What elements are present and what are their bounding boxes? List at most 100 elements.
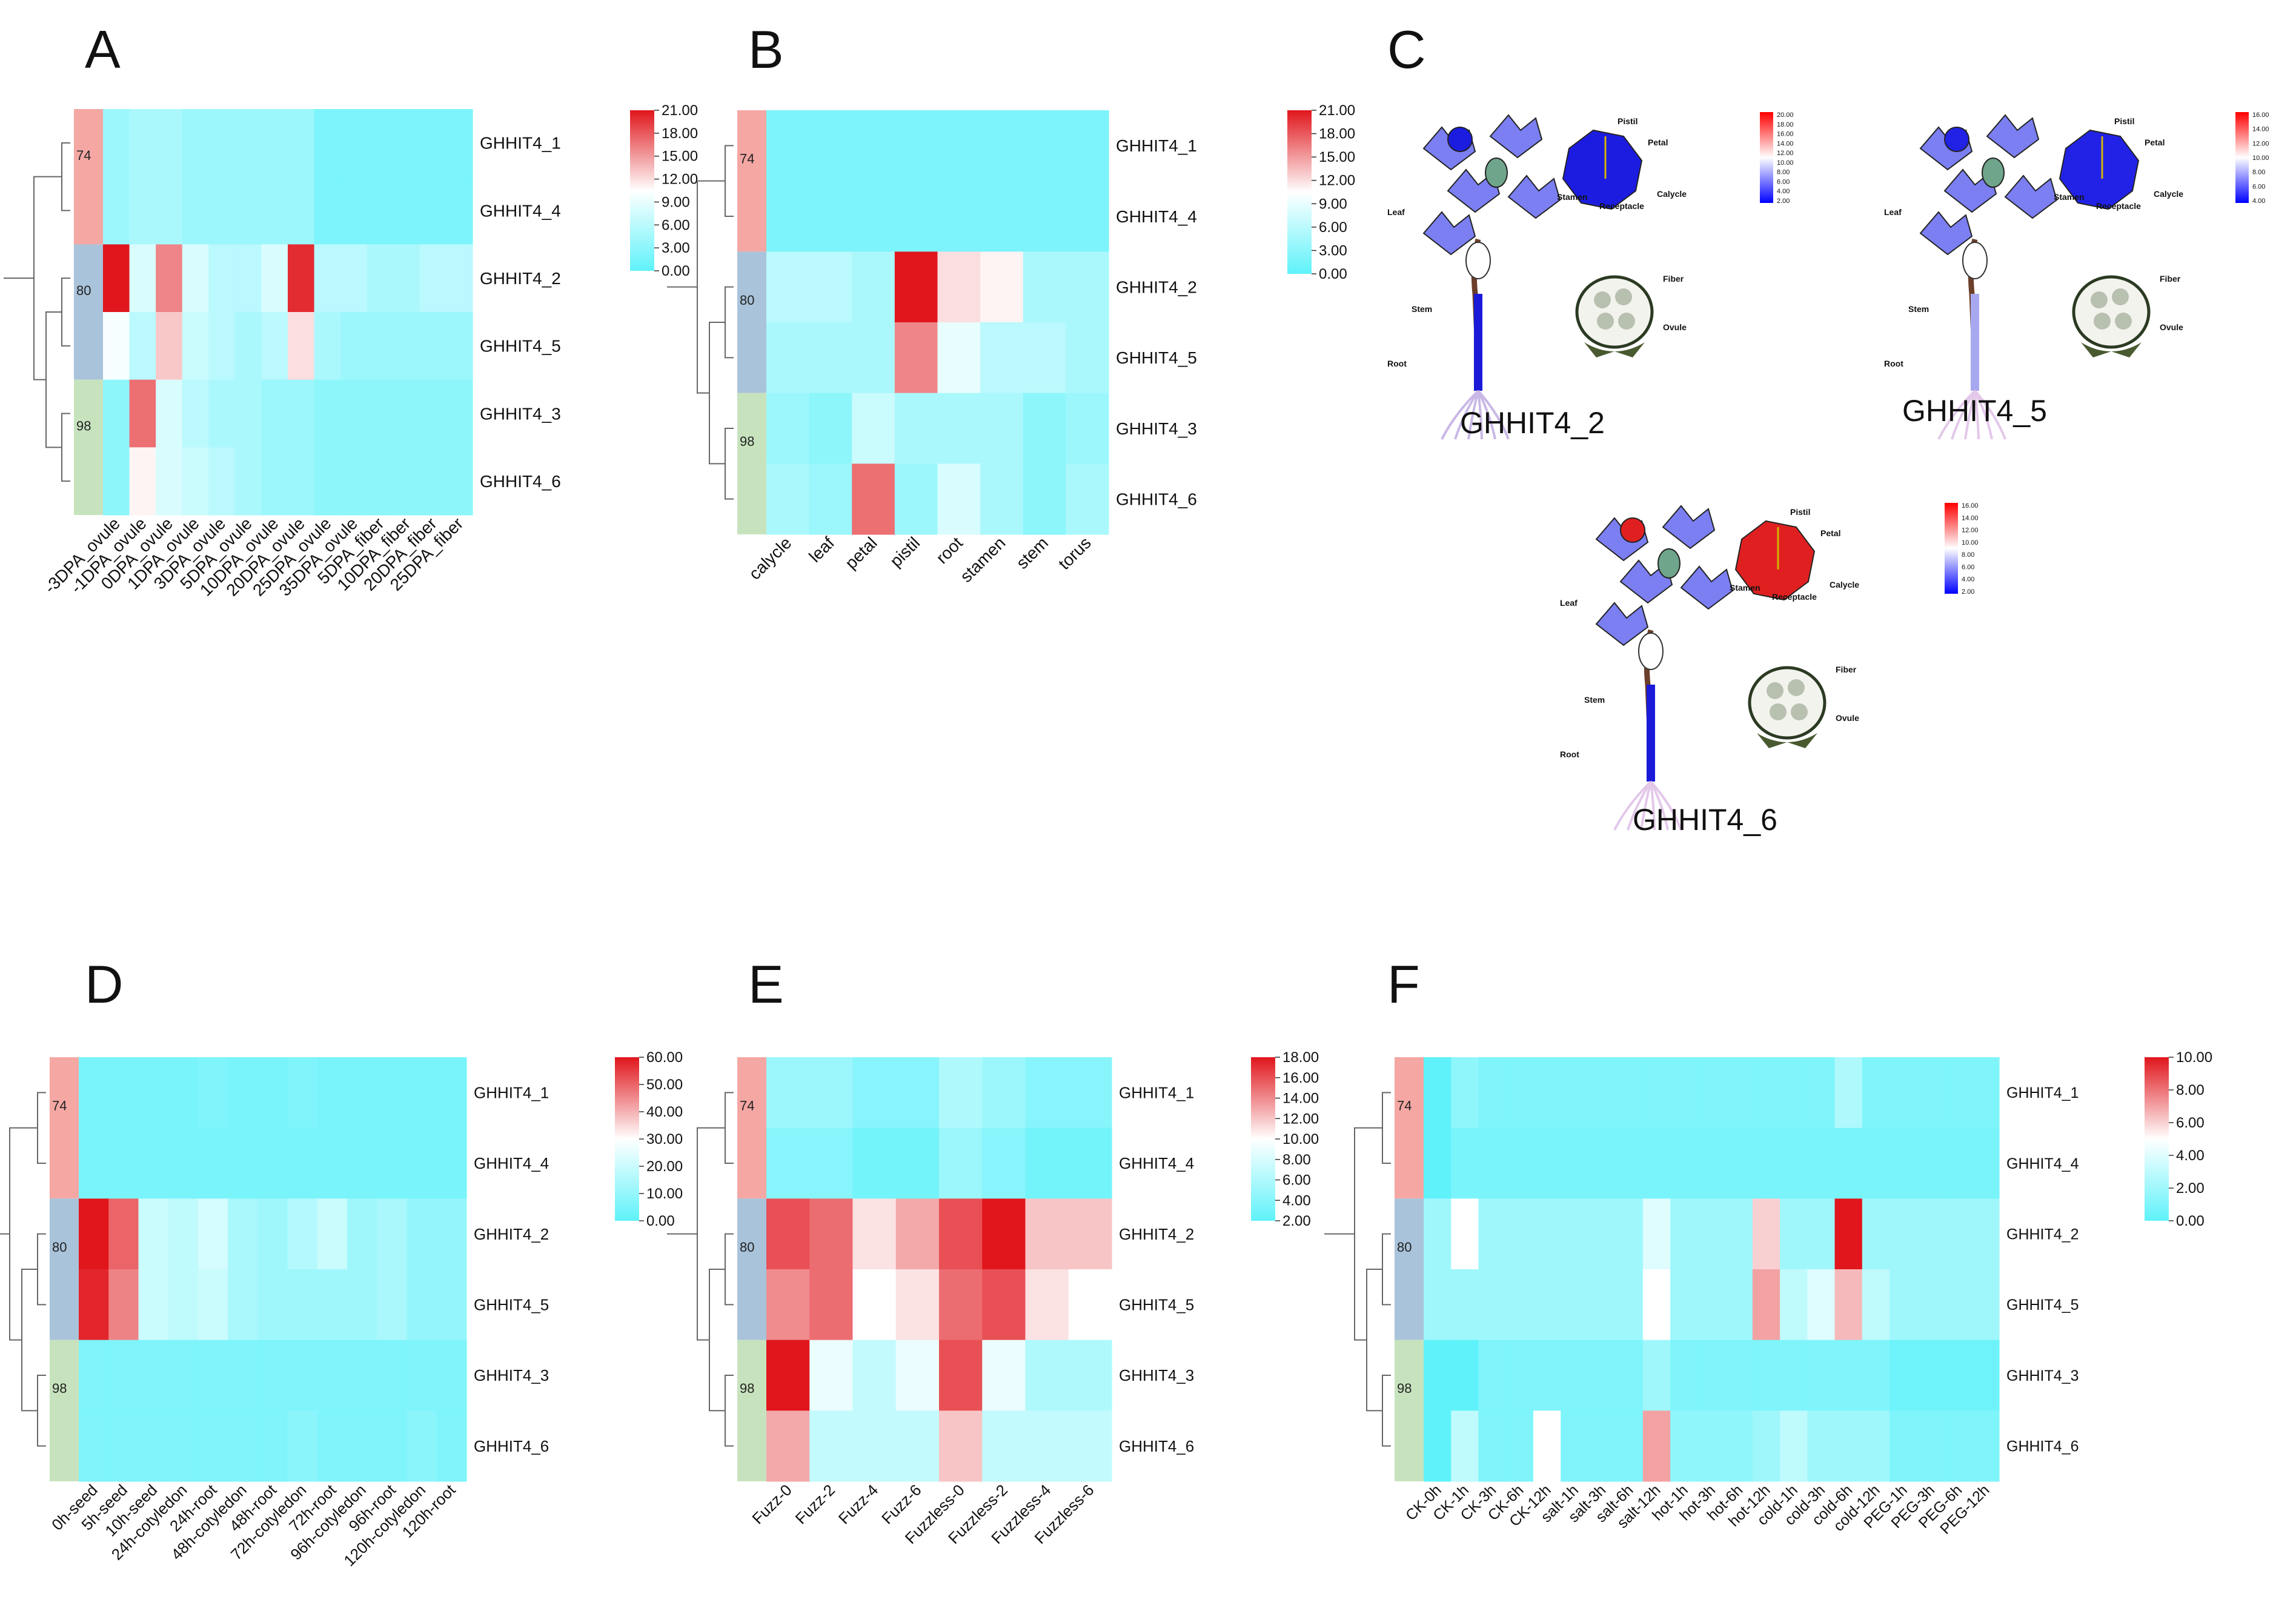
bootstrap-label: 74 [740,151,754,167]
heatmap-cell [314,244,341,313]
legend-tick-label: 6.00 [1319,219,1347,236]
heatmap-cell [1917,1269,1945,1341]
heatmap-cell [809,181,852,252]
organ-label-stem: Stem [1412,304,1432,314]
row-label: GHHIT4_1 [474,1083,549,1101]
dendrogram-branch [61,142,70,211]
heatmap-cell [103,244,130,313]
cotton-boll-white [1465,242,1491,279]
heatmap-cell [367,312,394,380]
legend-tick-label: 0.00 [1319,266,1347,282]
heatmap-cell [156,109,183,178]
heatmap-cell [1725,1269,1753,1341]
heatmap-cell [1697,1198,1726,1270]
mini-legend-tick: 16.00 [2252,111,2269,119]
cluster-bar-1 [74,109,103,245]
heatmap-cell [1890,1340,1917,1411]
column-label: petal [841,533,881,573]
dendrogram-branch [37,1375,46,1447]
heatmap-cell [79,1057,109,1129]
heatmap-cell [1478,1410,1507,1482]
heatmap-cell [287,1127,318,1199]
heatmap-cell [314,379,341,448]
heatmap-cell [138,1340,169,1411]
dendrogram-branch [709,1269,725,1412]
column-label: calycle [745,533,795,583]
heatmap-cell [419,244,447,313]
organ-label-root: Root [1560,749,1579,759]
bootstrap-label: 80 [76,283,91,298]
ovule-seed [1594,291,1611,308]
heatmap-cell [766,1198,810,1270]
bootstrap-label: 98 [740,434,754,449]
heatmap-cell [1944,1410,1973,1482]
heatmap-cell [208,447,236,516]
heatmap-cell [939,1269,983,1341]
plant-figure-3: Leaf Stem Root Pistil Petal Stamen Calycle Rece… [1560,505,1859,831]
heatmap-cell [1615,1198,1644,1270]
heatmap-cell [393,312,420,380]
panel-label-c: C [1387,19,1426,79]
heatmap-cell [347,1198,377,1270]
heatmap-cell [1023,110,1066,182]
heatmap-cell [288,312,315,380]
mini-legend-tick: 18.00 [1777,121,1794,128]
heatmap-cell [367,379,394,448]
heatmap-cell [156,447,183,516]
heatmap-cell [1533,1410,1561,1482]
heatmap-cell [168,1198,199,1270]
organ-label-stem: Stem [1908,304,1929,314]
organ-label-ovule: Ovule [1836,713,1859,723]
heatmap-cell [1066,393,1109,464]
row-label: GHHIT4_2 [474,1225,549,1243]
heatmap-cell [340,312,368,380]
heatmap-cell [261,244,288,313]
leaf-shape [1662,505,1716,550]
heatmap-cell [982,1340,1026,1411]
organ-label-leaf: Leaf [1387,207,1405,217]
legend-tick-label: 12.00 [1282,1111,1319,1127]
heatmap-cell [1424,1410,1452,1482]
heatmap-cell [1670,1057,1698,1129]
heatmap-cell [982,1410,1026,1482]
heatmap-cell [1807,1340,1836,1411]
row-label: GHHIT4_1 [1119,1083,1194,1101]
heatmap-cell [1642,1057,1671,1129]
mini-legend-bar [1760,112,1773,203]
heatmap-cell [895,1410,940,1482]
legend-tick-label: 4.00 [2176,1147,2205,1164]
heatmap-cell [287,1198,318,1270]
mini-legend-tick: 10.00 [1962,539,1979,546]
legend-tick-label: 14.00 [1282,1091,1319,1107]
dendrogram-branch [725,1092,734,1164]
heatmap-cell [108,1127,139,1199]
column-label: leaf [805,533,838,566]
heatmap-cell [182,176,209,245]
stem-expression [1971,294,1979,391]
heatmap-cell [766,251,810,323]
heatmap-cell [156,244,183,313]
heatmap-cell [406,1410,437,1482]
heatmap-cell [1505,1340,1534,1411]
dendrogram-branch [61,413,70,482]
heatmap-cell [1068,1198,1112,1270]
row-label: GHHIT4_4 [474,1154,549,1172]
dendrogram-branch [1366,1269,1382,1412]
heatmap-cell [809,393,852,464]
cluster-bar-1 [737,1057,766,1199]
heatmap-cell [766,1269,810,1341]
heatmap-cell [393,379,420,448]
ovule-seed [1618,313,1635,330]
heatmap-cell [1023,393,1066,464]
legend-tick-label: 0.00 [2176,1213,2205,1229]
heatmap-cell [766,1340,810,1411]
heatmap-cell [314,176,341,245]
heatmap-cell [766,1057,810,1129]
heatmap-cell [287,1410,318,1482]
heatmap-cell [317,1127,348,1199]
heatmap-cell [317,1340,348,1411]
column-label: Fuzz-4 [835,1481,881,1527]
heatmap-cell [1478,1057,1507,1129]
heatmap-cell [1807,1269,1836,1341]
heatmap-cell [1588,1269,1616,1341]
